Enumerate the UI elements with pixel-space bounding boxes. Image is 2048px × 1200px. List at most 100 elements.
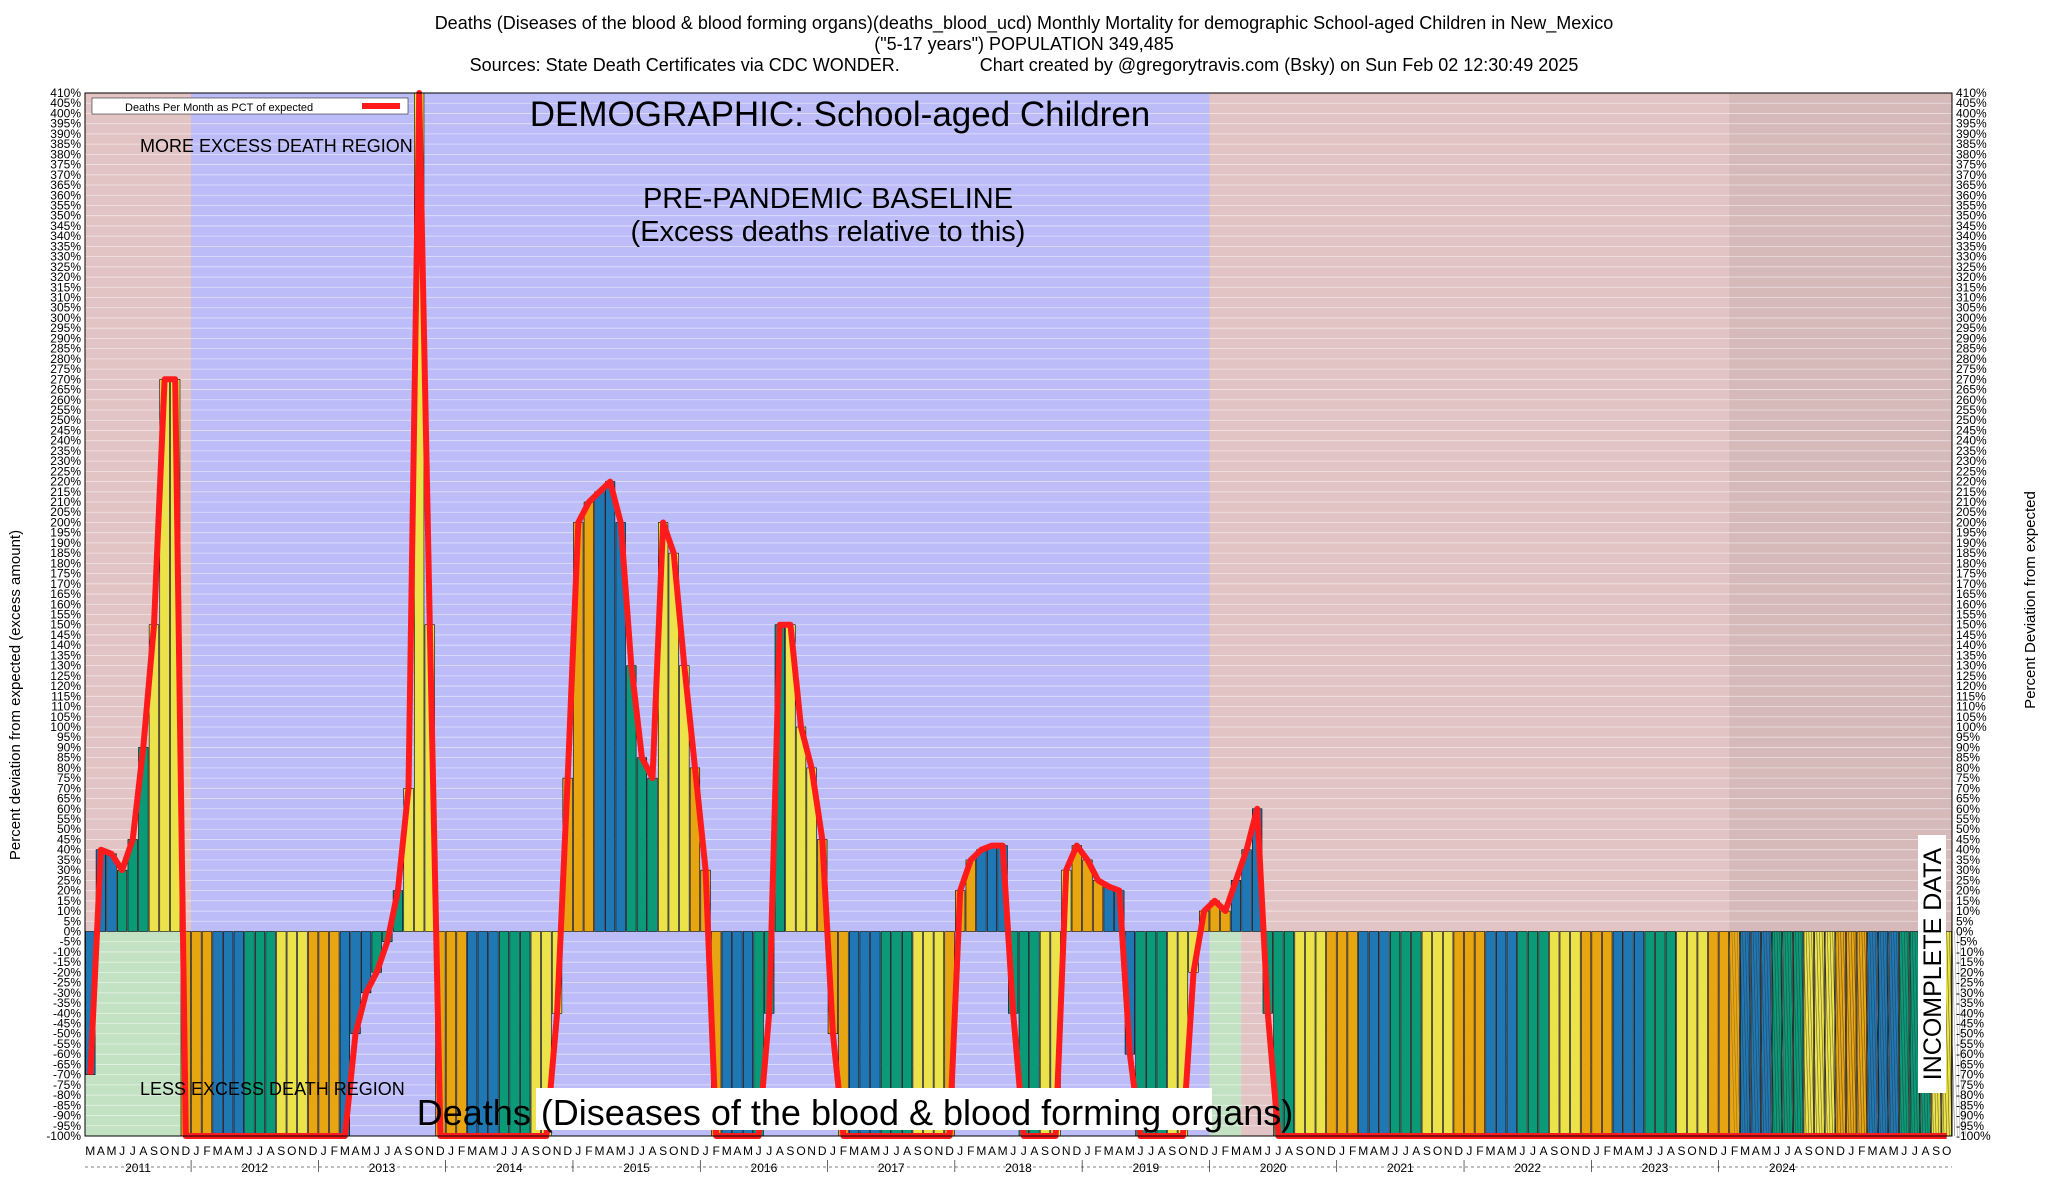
bar — [106, 853, 117, 932]
bar — [1655, 931, 1666, 1137]
bar — [1411, 931, 1422, 1137]
y-tick-label: 75% — [57, 771, 81, 785]
y-tick-label: 410% — [50, 86, 81, 100]
x-tick-month: S — [277, 1144, 285, 1158]
incomplete-data-label: INCOMPLETE DATA — [1919, 847, 1947, 1080]
y-tick-label-right: 290% — [1956, 331, 1987, 345]
x-tick-month: M — [488, 1144, 498, 1158]
incomplete-hatch — [1755, 931, 1762, 1137]
incomplete-hatch — [1864, 931, 1871, 1137]
y-tick-label-right: -15% — [1956, 955, 1984, 969]
y-tick-label-right: 185% — [1956, 546, 1987, 560]
bar — [1580, 931, 1592, 1137]
incomplete-hatch — [1784, 931, 1791, 1137]
y-tick-label-right: 310% — [1956, 291, 1987, 305]
bar — [1591, 931, 1602, 1137]
bar — [986, 845, 998, 932]
y-tick-label-right: 195% — [1956, 526, 1987, 540]
x-tick-year: 2013 — [369, 1161, 396, 1175]
x-tick-month: N — [1571, 1144, 1580, 1158]
y-tick-label: 305% — [50, 301, 81, 315]
y-tick-label-right: 170% — [1956, 577, 1987, 591]
incomplete-hatch — [1837, 931, 1844, 1137]
x-tick-month: M — [1104, 1144, 1114, 1158]
y-tick-label: 350% — [50, 209, 81, 223]
bar — [1687, 931, 1698, 1137]
y-tick-label: 345% — [50, 219, 81, 233]
bar — [1612, 931, 1623, 1137]
x-tick-month: A — [733, 1144, 741, 1158]
x-tick-month: M — [1252, 1144, 1262, 1158]
y-tick-label-right: -40% — [1956, 1006, 1984, 1020]
y-tick-label-right: 345% — [1956, 219, 1987, 233]
bar — [1506, 931, 1517, 1137]
x-tick-month: J — [957, 1144, 963, 1158]
baseline-sublabel: (Excess deaths relative to this) — [631, 216, 1026, 248]
y-tick-label: 200% — [50, 515, 81, 529]
incomplete-hatch — [1911, 931, 1918, 1137]
x-tick-month: N — [298, 1144, 307, 1158]
x-tick-month: A — [1752, 1144, 1760, 1158]
y-tick-label-right: 325% — [1956, 260, 1987, 274]
y-tick-label-right: -45% — [1956, 1017, 1984, 1031]
y-tick-label-right: 45% — [1956, 832, 1980, 846]
bar — [1570, 931, 1581, 1137]
x-tick-month: D — [1200, 1144, 1209, 1158]
x-tick-month: F — [1094, 1144, 1101, 1158]
y-tick-label-right: 315% — [1956, 280, 1987, 294]
incomplete-hatch — [1909, 931, 1916, 1137]
y-tick-label: -85% — [53, 1098, 81, 1112]
incomplete-hatch — [1957, 931, 1963, 1137]
y-tick-label-right: -70% — [1956, 1068, 1984, 1082]
more-excess-label: MORE EXCESS DEATH REGION — [140, 136, 413, 156]
bar — [583, 501, 594, 932]
x-tick-month: N — [1189, 1144, 1198, 1158]
bar — [976, 849, 987, 932]
x-tick-month: A — [521, 1144, 529, 1158]
y-tick-label: -80% — [53, 1088, 81, 1102]
x-tick-month: F — [967, 1144, 974, 1158]
x-tick-month: S — [532, 1144, 540, 1158]
bar — [1697, 931, 1708, 1137]
x-tick-month: M — [1507, 1144, 1517, 1158]
y-tick-label: 265% — [50, 383, 81, 397]
bar — [636, 757, 648, 932]
x-tick-month: O — [160, 1144, 169, 1158]
y-tick-label: -45% — [53, 1017, 81, 1031]
bar — [244, 931, 255, 1137]
y-tick-label-right: 395% — [1956, 117, 1987, 131]
y-tick-label: 295% — [50, 321, 81, 335]
x-tick-month: A — [267, 1144, 275, 1158]
x-tick-month: J — [830, 1144, 836, 1158]
y-tick-label: -100% — [46, 1129, 81, 1143]
y-tick-label: -90% — [53, 1109, 81, 1123]
x-tick-month: M — [1740, 1144, 1750, 1158]
y-tick-label-right: -75% — [1956, 1078, 1984, 1092]
x-tick-month: M — [870, 1144, 880, 1158]
x-tick-month: F — [1858, 1144, 1865, 1158]
x-tick-month: J — [1403, 1144, 1409, 1158]
y-tick-label-right: 75% — [1956, 771, 1980, 785]
y-tick-label: 335% — [50, 239, 81, 253]
y-axis-label-left: Percent deviation from expected (excess … — [7, 530, 24, 860]
y-tick-label-right: 265% — [1956, 383, 1987, 397]
y-tick-label: 240% — [50, 434, 81, 448]
y-tick-label: 190% — [50, 536, 81, 550]
x-tick-month: M — [1867, 1144, 1877, 1158]
y-tick-label-right: 245% — [1956, 423, 1987, 437]
y-tick-label: 60% — [57, 802, 81, 816]
y-tick-label: 55% — [57, 812, 81, 826]
y-tick-label-right: -50% — [1956, 1027, 1984, 1041]
bar — [594, 491, 605, 932]
x-tick-month: M — [467, 1144, 477, 1158]
bar — [1358, 931, 1369, 1137]
bar — [1294, 931, 1305, 1137]
incomplete-hatch — [1803, 931, 1810, 1137]
y-tick-label: 255% — [50, 403, 81, 417]
bar — [1538, 931, 1549, 1137]
y-tick-label-right: 165% — [1956, 587, 1987, 601]
y-tick-label: 300% — [50, 311, 81, 325]
x-tick-month: A — [1030, 1144, 1038, 1158]
x-tick-month: A — [394, 1144, 402, 1158]
x-tick-year: 2023 — [1642, 1161, 1669, 1175]
